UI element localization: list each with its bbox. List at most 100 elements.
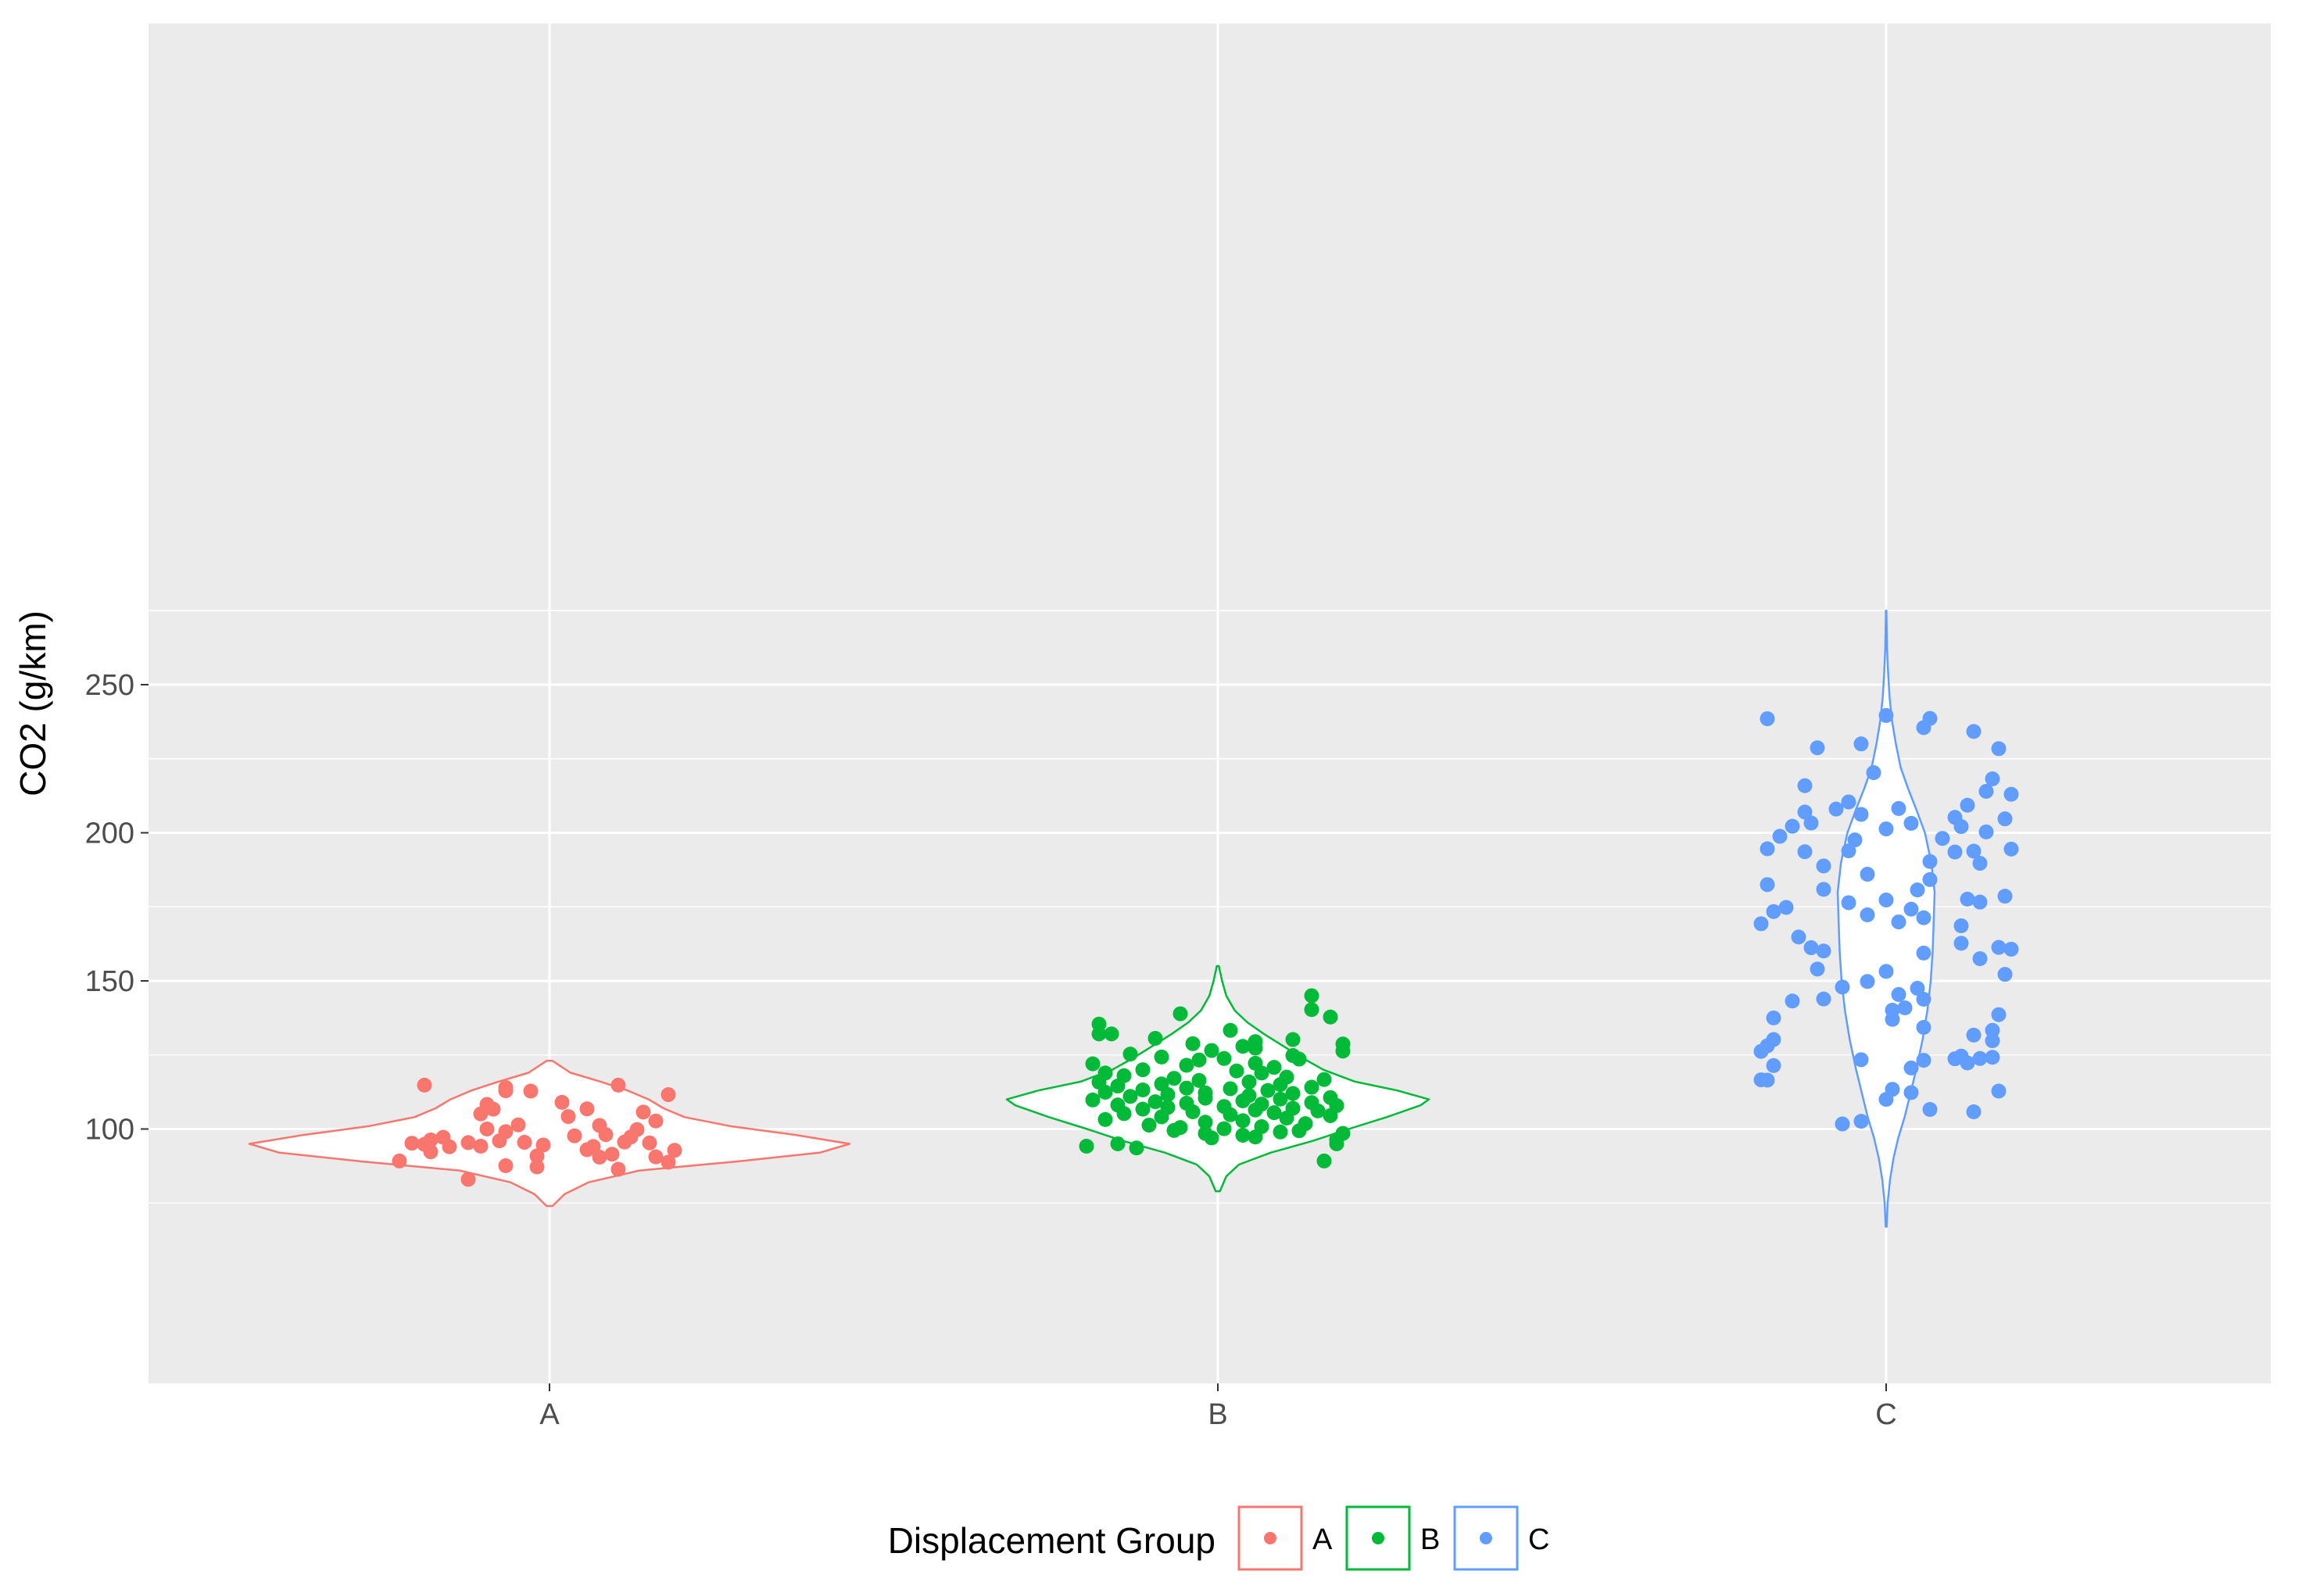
point-b — [1248, 1102, 1263, 1118]
point-c — [1916, 1053, 1931, 1068]
point-b — [1304, 1002, 1319, 1018]
point-b — [1091, 1026, 1107, 1042]
point-b — [1223, 1022, 1238, 1038]
point-c — [1797, 778, 1813, 793]
point-c — [1960, 1055, 1975, 1071]
point-c — [1778, 900, 1794, 915]
point-c — [1985, 771, 2000, 787]
point-c — [1966, 1027, 1982, 1043]
point-b — [1135, 1082, 1151, 1097]
point-b — [1097, 1111, 1113, 1127]
point-b — [1191, 1072, 1207, 1088]
point-b — [1266, 1105, 1282, 1121]
point-a — [661, 1154, 676, 1170]
point-c — [1903, 901, 1919, 917]
point-c — [1835, 1116, 1850, 1132]
point-a — [529, 1148, 545, 1164]
point-b — [1241, 1074, 1257, 1090]
point-c — [1760, 711, 1775, 727]
point-c — [1766, 1010, 1781, 1025]
point-c — [1816, 991, 1831, 1007]
point-a — [473, 1106, 489, 1122]
point-b — [1141, 1118, 1157, 1133]
point-c — [2003, 786, 2019, 802]
point-c — [1947, 844, 1963, 860]
point-c — [1903, 1060, 1919, 1075]
point-b — [1266, 1060, 1282, 1075]
point-c — [2003, 941, 2019, 957]
point-c — [1897, 1000, 1913, 1015]
point-c — [1960, 891, 1975, 907]
point-b — [1204, 1043, 1219, 1058]
point-a — [517, 1135, 532, 1150]
point-b — [1254, 1065, 1269, 1081]
point-a — [610, 1077, 626, 1093]
point-a — [592, 1150, 607, 1165]
point-b — [1273, 1091, 1288, 1107]
point-c — [1816, 882, 1831, 897]
point-c — [1903, 1085, 1919, 1100]
point-c — [1972, 894, 1988, 910]
point-a — [460, 1135, 476, 1150]
point-c — [1878, 893, 1894, 908]
point-a — [492, 1133, 507, 1149]
point-c — [1766, 904, 1781, 919]
point-c — [1885, 1011, 1900, 1027]
point-c — [1878, 964, 1894, 979]
point-c — [1985, 1033, 2000, 1049]
point-a — [642, 1135, 657, 1150]
point-c — [1860, 907, 1875, 922]
point-b — [1291, 1123, 1307, 1139]
point-c — [1841, 794, 1856, 810]
point-b — [1085, 1092, 1101, 1108]
point-c — [1816, 858, 1831, 874]
x-axis: A B C — [539, 1383, 1897, 1431]
point-c — [1978, 783, 1994, 799]
point-c — [1810, 961, 1825, 977]
point-b — [1116, 1106, 1132, 1122]
legend-point-b — [1372, 1532, 1384, 1544]
point-b — [1097, 1085, 1113, 1100]
legend-label-a: A — [1312, 1523, 1333, 1556]
point-c — [1922, 871, 1938, 887]
point-c — [1935, 831, 1950, 846]
point-c — [1922, 1101, 1938, 1117]
points — [392, 707, 2019, 1187]
point-b — [1310, 1103, 1326, 1118]
point-c — [1978, 824, 1994, 839]
point-b — [1279, 1110, 1294, 1125]
point-a — [498, 1083, 514, 1099]
point-a — [617, 1134, 632, 1150]
point-a — [423, 1144, 439, 1160]
point-b — [1198, 1115, 1213, 1130]
point-b — [1179, 1080, 1194, 1096]
point-b — [1172, 1006, 1188, 1022]
point-c — [1916, 1020, 1931, 1036]
point-c — [1997, 967, 2013, 982]
point-a — [661, 1087, 676, 1103]
y-axis-title: CO2 (g/km) — [13, 610, 53, 796]
point-c — [1772, 828, 1788, 844]
point-c — [1835, 979, 1850, 995]
y-tick-label: 100 — [85, 1114, 134, 1147]
point-b — [1235, 1127, 1251, 1143]
point-a — [604, 1147, 620, 1162]
point-c — [1991, 1083, 2007, 1099]
point-b — [1223, 1107, 1238, 1122]
point-c — [1866, 765, 1881, 781]
point-c — [1991, 939, 2007, 955]
point-a — [498, 1158, 514, 1173]
point-c — [1910, 980, 1925, 996]
point-c — [1997, 811, 2013, 827]
point-c — [1760, 877, 1775, 893]
point-a — [392, 1153, 407, 1168]
point-b — [1285, 1086, 1301, 1101]
point-a — [473, 1138, 489, 1154]
point-c — [1991, 1007, 2007, 1022]
point-c — [1966, 724, 1982, 739]
point-b — [1273, 1077, 1288, 1093]
point-c — [1860, 867, 1875, 882]
point-c — [1997, 889, 2013, 904]
point-b — [1291, 1051, 1307, 1067]
